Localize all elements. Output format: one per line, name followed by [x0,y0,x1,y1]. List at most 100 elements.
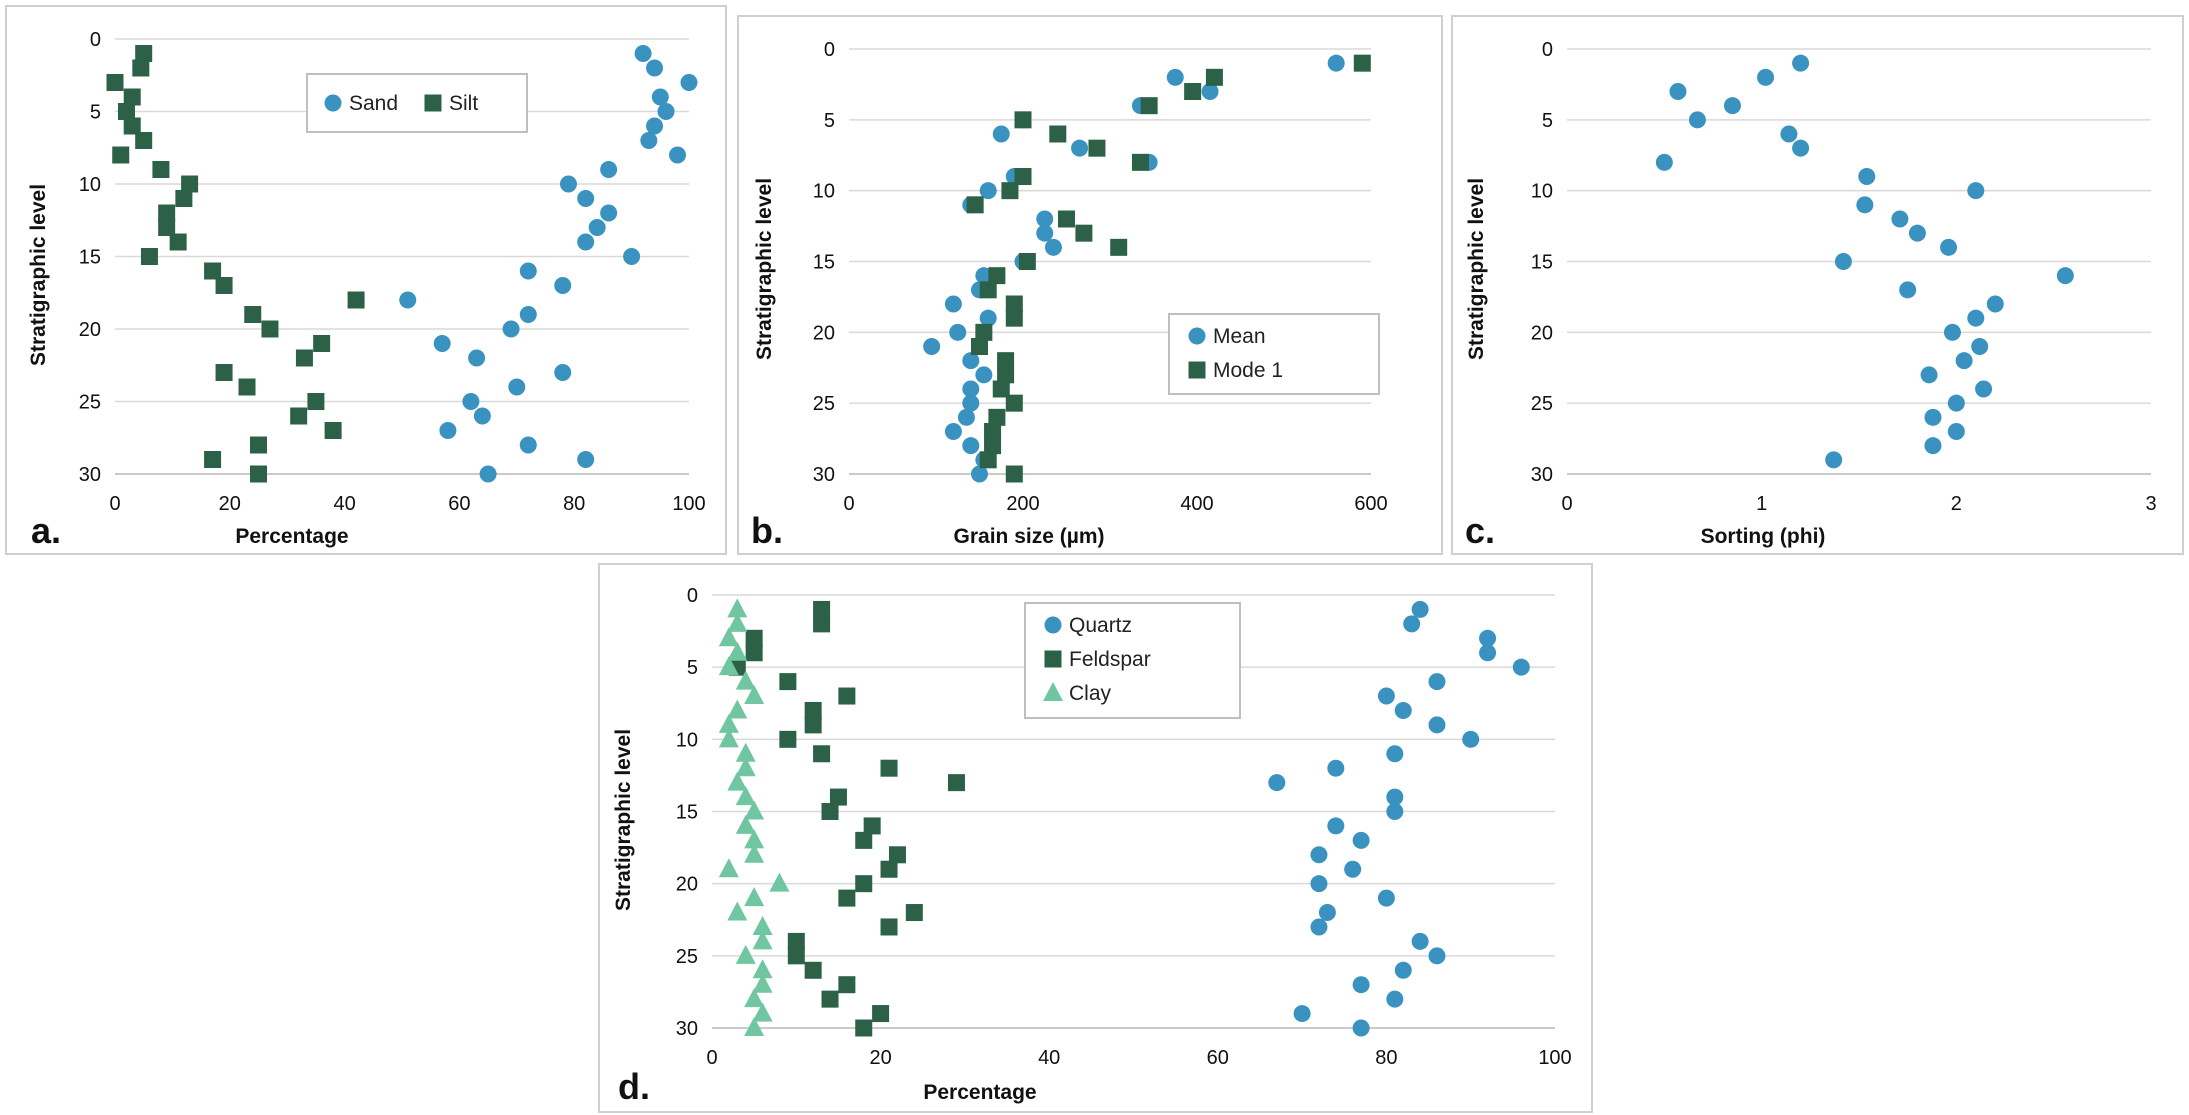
data-point [1825,451,1843,469]
data-point [123,117,141,135]
data-point [600,204,618,222]
data-point [1327,817,1345,835]
legend-label: Clay [1069,682,1112,705]
data-point [727,771,748,791]
data-point [1310,875,1328,893]
data-point [1975,380,1993,398]
x-axis-title: Percentage [923,1081,1036,1104]
data-point [1386,803,1404,820]
data-point [1403,615,1421,633]
y-tick-label: 20 [676,874,698,896]
data-point [787,932,805,950]
data-point [1140,97,1158,115]
data-point [1924,408,1942,426]
data-point [752,959,773,979]
data-point [238,378,256,396]
data-point [577,190,595,207]
data-point [905,904,923,922]
data-point [295,349,313,367]
data-point [204,262,222,280]
data-point [123,88,141,106]
data-point [1071,139,1089,157]
data-point [880,759,898,777]
data-point [519,262,537,280]
panel-label: d. [618,1066,650,1107]
data-point [813,600,831,618]
data-point [1462,730,1480,748]
data-point [1856,196,1874,214]
series-mode-1 [966,54,1371,483]
data-point [779,673,797,691]
data-point [727,901,748,921]
legend-marker [424,94,442,112]
data-point [944,295,962,313]
series-mean [923,54,1345,483]
data-point [577,233,595,251]
data-point [975,323,993,341]
data-point [735,814,756,834]
data-point [1512,658,1530,676]
data-point [984,423,1002,440]
y-tick-label: 5 [90,102,101,124]
data-point [1792,54,1810,72]
y-tick-label: 25 [676,946,698,968]
data-point [1058,210,1075,228]
x-tick-label: 60 [1207,1047,1229,1069]
data-point [588,219,606,236]
data-point [1049,125,1067,143]
legend-marker [1043,682,1063,701]
data-point [250,436,267,454]
data-point [718,858,739,878]
data-point [975,267,993,285]
data-point [1268,774,1286,792]
data-point [307,393,325,410]
legend-marker [1188,327,1206,345]
data-point [838,976,856,994]
data-point [997,352,1015,370]
data-point [1967,182,1985,200]
y-axis-title: Stratigraphic level [27,184,50,366]
data-point [169,233,187,251]
data-point [957,408,975,426]
y-tick-label: 10 [813,181,835,203]
data-point [821,990,839,1008]
data-point [1986,295,2004,313]
data-point [1110,238,1128,256]
y-tick-label: 20 [79,319,101,341]
data-point [468,349,486,367]
y-axis-title: Stratigraphic level [612,729,635,911]
data-point [473,407,491,425]
data-point [433,335,451,352]
x-tick-label: 80 [563,493,585,515]
data-point [752,973,773,993]
data-point [718,713,739,733]
data-point [1005,309,1023,327]
data-point [502,320,520,338]
data-point [855,875,873,893]
legend-entry: Mean [1188,325,1266,348]
y-tick-label: 30 [813,464,835,486]
data-point [1352,831,1370,849]
series-quartz [1268,600,1530,1037]
legend: Sand Silt [306,73,528,133]
data-point [479,465,497,483]
data-point [944,423,962,440]
data-point [735,786,756,806]
data-point [752,915,773,935]
data-point [1669,83,1687,100]
data-point [744,685,765,705]
data-point [1001,182,1019,200]
y-tick-label: 25 [813,393,835,415]
data-point [752,1002,773,1022]
data-point [735,742,756,762]
data-point [735,757,756,777]
x-tick-label: 60 [448,493,470,515]
data-point [971,338,988,355]
legend-label: Quartz [1069,614,1132,637]
data-point [1394,701,1412,719]
data-point [2056,267,2074,285]
data-point [250,465,267,483]
data-point [744,800,765,820]
legend-label: Feldspar [1069,648,1151,671]
data-point [872,1005,890,1023]
